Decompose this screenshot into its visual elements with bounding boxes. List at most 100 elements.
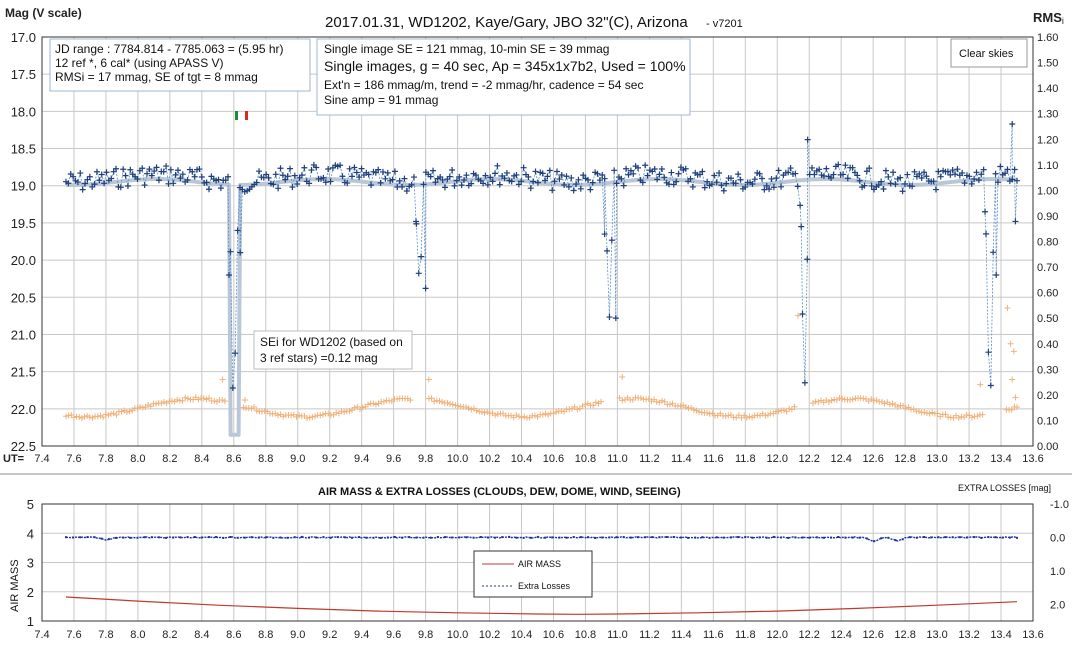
rms-point [97,412,104,419]
rms-point [1012,394,1019,401]
target-point [124,182,131,189]
target-point [830,171,837,178]
losses-point [143,536,146,539]
target-point [935,168,942,175]
target-point [458,182,465,189]
losses-point [973,536,976,539]
rms-point [241,396,248,403]
ut-prefix: UT= [3,453,24,465]
target-point [148,172,155,179]
target-point [284,173,291,180]
target-point [992,170,999,177]
losses-point [937,536,940,539]
target-point [427,173,434,180]
upper-xtick-label: 13.6 [1022,453,1043,465]
target-path [65,123,1018,389]
losses-point [579,536,582,539]
upper-y2tick-label: 1.00 [1037,185,1058,197]
losses-point [415,536,418,539]
losses-point [1008,536,1011,539]
losses-point [665,536,668,538]
target-point [606,314,613,321]
lower-y2tick-label: 0.0 [1050,532,1065,544]
target-point [968,180,975,187]
target-point [379,168,386,175]
upper-xtick-label: 12.4 [830,453,851,465]
losses-point [115,536,117,539]
rms-point [968,414,975,421]
rms-point [78,415,85,422]
losses-point [572,536,575,538]
losses-point [651,536,654,539]
target-point [489,178,496,185]
target-point [492,170,499,177]
rms-point [521,413,528,420]
target-point [74,179,81,186]
losses-point [501,536,504,539]
rms-point [431,398,438,405]
target-point [563,173,570,180]
rms-point [240,404,247,411]
lower-xtick-label: 8.2 [162,629,177,641]
target-point [713,179,720,186]
target-point [413,220,420,227]
rms-point [126,408,133,415]
losses-point [193,536,196,538]
lower-xtick-label: 12.4 [830,629,851,641]
rms-point [219,397,226,404]
losses-point [508,535,511,538]
legend-airmass-label: AIR MASS [518,559,561,569]
upper-y2tick-label: 1.40 [1037,83,1058,95]
losses-point [758,536,761,539]
target-point [584,176,591,183]
losses-point [644,536,647,539]
lower-legend: AIR MASS Extra Losses [473,550,593,598]
rms-point [743,414,750,421]
losses-point [386,536,389,539]
rms-point [370,400,377,407]
rms-point [280,413,287,420]
target-point [854,172,861,179]
target-point [401,175,408,182]
upper-xtick-label: 13.2 [958,453,979,465]
target-point [287,165,294,172]
upper-xtick-label: 11.2 [639,453,660,465]
target-point [456,173,463,180]
target-point [103,169,110,176]
lower-xtick-label: 9.0 [290,629,305,641]
upper-xtick-label: 9.0 [290,453,305,465]
losses-point [122,536,125,539]
target-point [234,227,241,234]
rms-point [1004,304,1011,311]
rms-point [942,411,949,418]
target-point [756,170,763,177]
rms-point [158,400,165,407]
target-point [575,176,582,183]
upper-xtick-label: 8.8 [258,453,273,465]
losses-point [308,536,311,539]
target-point [556,176,563,183]
target-point [899,188,906,195]
rms-point [653,398,660,405]
rms-point [274,412,281,419]
rms-point [868,396,875,403]
upper-xtick-label: 7.8 [98,453,113,465]
rms-point [182,394,189,401]
target-point [170,180,177,187]
rms-point [881,400,888,407]
rms-point [481,409,488,416]
target-point [613,180,620,187]
losses-point [1016,536,1018,539]
lower-ytick-label: 1 [27,614,34,629]
target-point [658,165,665,172]
losses-point [787,536,790,539]
losses-point [830,536,833,539]
target-point [811,171,818,178]
target-point [601,231,608,238]
rms-point [145,402,152,409]
losses-point [737,536,740,539]
rms-point [545,411,552,418]
losses-point [536,535,539,538]
target-point [798,223,805,230]
upper-xtick-label: 11.0 [607,453,628,465]
